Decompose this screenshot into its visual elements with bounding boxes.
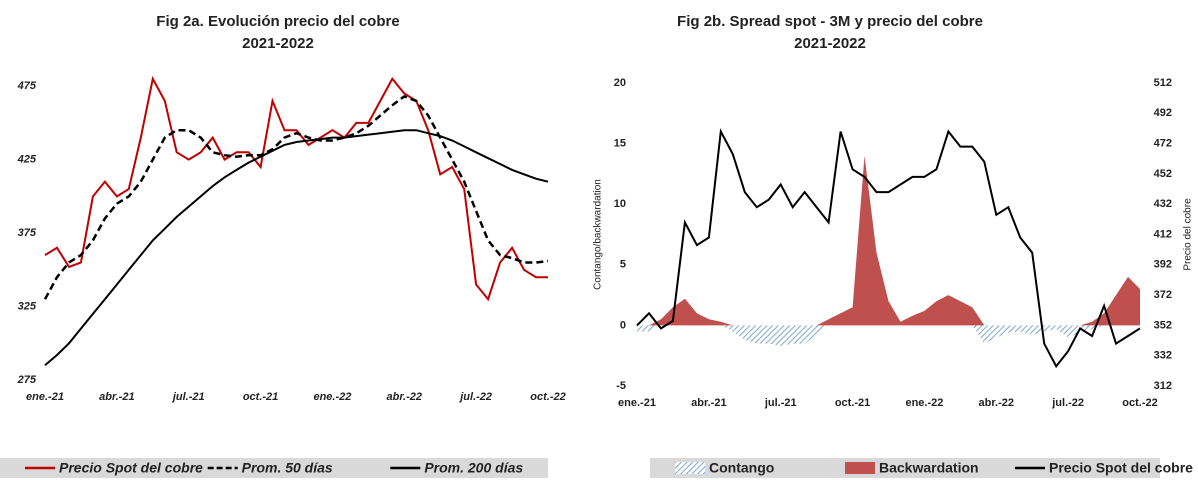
y2-tick-label: 312: [1154, 380, 1172, 392]
legend-label: Contango: [709, 460, 774, 476]
x-tick-label: abr.-21: [691, 397, 726, 409]
y2-tick-label: 412: [1154, 228, 1172, 240]
x-tick-label: jul.-22: [1051, 397, 1084, 409]
x-tick-label: oct.-21: [243, 391, 278, 403]
y-tick-label: 20: [614, 77, 626, 89]
y-tick-label: -5: [616, 380, 626, 392]
legend-label: Prom. 50 días: [242, 460, 333, 476]
chart-title: Fig 2b. Spread spot - 3M y precio del co…: [677, 13, 983, 30]
chart-subtitle: 2021-2022: [242, 35, 314, 52]
y-tick-label: 375: [18, 227, 37, 239]
y-tick-label: 10: [614, 198, 626, 210]
series-line: [43, 94, 549, 300]
x-tick-label: ene.-21: [26, 391, 64, 403]
x-tick-label: jul.-22: [458, 391, 492, 403]
y-tick-label: 15: [614, 138, 626, 150]
panel: Fig 2b. Spread spot - 3M y precio del co…: [593, 13, 1194, 478]
x-tick-label: ene.-22: [905, 397, 943, 409]
y2-tick-label: 512: [1154, 77, 1172, 89]
x-tick-label: jul.-21: [171, 391, 205, 403]
x-tick-label: oct.-21: [835, 397, 870, 409]
x-tick-label: oct.-22: [530, 391, 565, 403]
y2-tick-label: 452: [1154, 168, 1172, 180]
y2-tick-label: 392: [1154, 259, 1172, 271]
x-tick-label: ene.-21: [618, 397, 656, 409]
x-tick-label: abr.-22: [979, 397, 1014, 409]
legend-label: Prom. 200 días: [424, 460, 523, 476]
series-line: [636, 128, 1141, 369]
chart-subtitle: 2021-2022: [794, 35, 866, 52]
y2-tick-label: 432: [1154, 198, 1172, 210]
series-area: [637, 155, 1140, 326]
y2-tick-label: 472: [1154, 138, 1172, 150]
y2-tick-label: 352: [1154, 319, 1172, 331]
legend-box: [650, 458, 1160, 478]
legend-label: Precio Spot del cobre: [1049, 460, 1193, 476]
legend-label: Backwardation: [879, 460, 979, 476]
y-tick-label: 425: [17, 154, 37, 166]
y-tick-label: 275: [17, 374, 37, 386]
y2-axis-label: Precio del cobre: [1183, 198, 1194, 271]
y-tick-label: 5: [620, 259, 626, 271]
series-line: [44, 129, 549, 367]
x-tick-label: abr.-22: [387, 391, 422, 403]
y2-tick-label: 372: [1154, 289, 1172, 301]
y-axis-label: Contango/backwardation: [593, 179, 604, 290]
y2-tick-label: 492: [1154, 107, 1172, 119]
x-tick-label: jul.-21: [764, 397, 797, 409]
y-tick-label: 0: [620, 319, 626, 331]
x-tick-label: oct.-22: [1122, 397, 1157, 409]
series-area: [637, 325, 1140, 346]
legend-label: Precio Spot del cobre: [59, 460, 203, 476]
y2-tick-label: 332: [1154, 350, 1172, 362]
series-line: [44, 75, 548, 302]
legend-swatch: [675, 462, 705, 474]
y-tick-label: 475: [17, 80, 37, 92]
legend-box: [0, 458, 548, 478]
y-tick-label: 325: [18, 300, 37, 312]
legend-swatch: [845, 462, 875, 474]
chart-title: Fig 2a. Evolución precio del cobre: [156, 13, 399, 30]
x-tick-label: ene.-22: [313, 391, 351, 403]
panel: Fig 2a. Evolución precio del cobre 2021-2…: [0, 13, 566, 478]
x-tick-label: abr.-21: [99, 391, 134, 403]
